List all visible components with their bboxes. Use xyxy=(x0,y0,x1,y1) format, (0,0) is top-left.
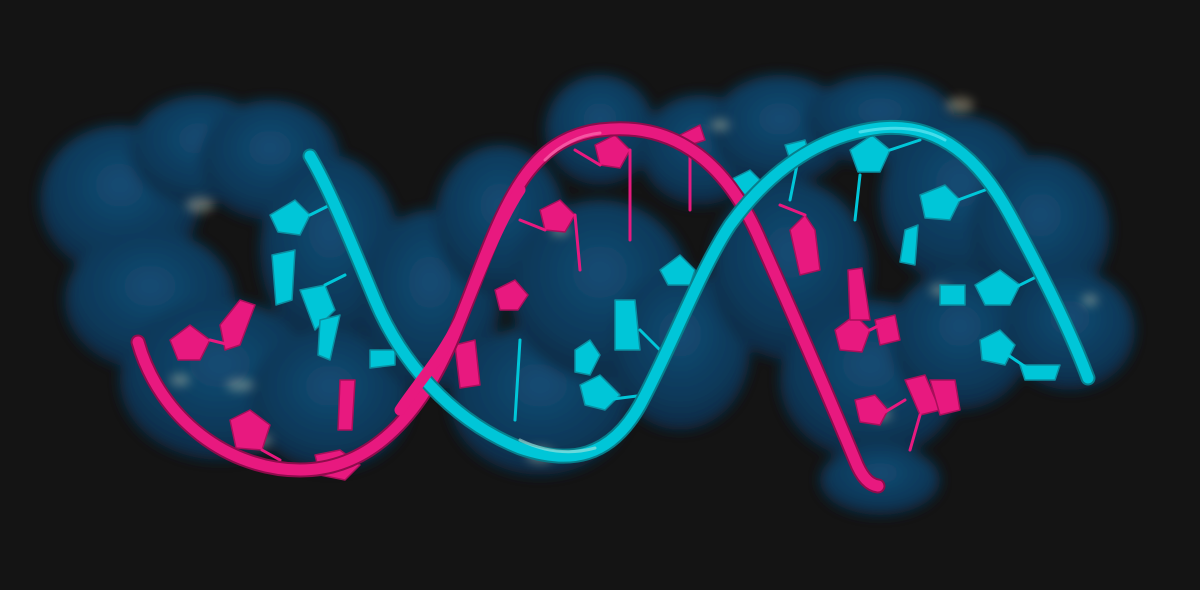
cyan-backbone-core xyxy=(304,121,1094,462)
backbone-highlights xyxy=(518,126,947,454)
magenta-base-stems xyxy=(208,143,922,462)
magenta-backbone-front xyxy=(394,184,526,416)
magenta-backbone-core xyxy=(132,123,884,492)
magenta-bases xyxy=(169,124,961,481)
